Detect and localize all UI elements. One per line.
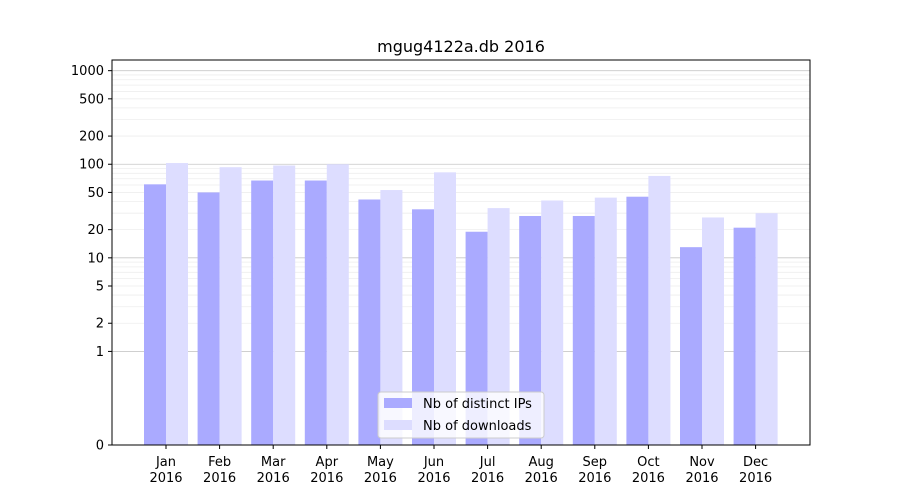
- legend-box: [377, 391, 545, 439]
- y-tick-label: 5: [96, 280, 104, 295]
- bar-downloads: [166, 163, 188, 445]
- bar-distinct-ips: [144, 184, 166, 445]
- bar-distinct-ips: [626, 196, 649, 445]
- bar-distinct-ips: [519, 215, 542, 445]
- y-tick-label: 50: [87, 186, 104, 201]
- bar-downloads: [380, 190, 403, 445]
- bar-downloads: [326, 164, 349, 445]
- y-tick-label: 500: [79, 92, 104, 107]
- bar-distinct-ips: [197, 192, 220, 445]
- x-tick-label: Apr 2016: [310, 455, 343, 486]
- y-axis: 0 1 2 5 10 20 50 100 200 500 1000: [71, 64, 112, 454]
- bars: [144, 163, 778, 446]
- chart-title: mgug4122a.db 2016: [377, 37, 545, 56]
- x-tick-label: Sep 2016: [578, 455, 611, 486]
- bar-downloads: [273, 165, 296, 446]
- legend-swatch-distinct-ips: [384, 398, 412, 408]
- y-tick-label: 100: [79, 158, 104, 173]
- plot-area-frame: [111, 59, 811, 446]
- bar-distinct-ips: [412, 209, 434, 445]
- legend-swatch-downloads: [384, 420, 412, 430]
- x-tick-label: Jul 2016: [471, 455, 504, 486]
- y-tick-label: 1000: [71, 64, 104, 79]
- bar-distinct-ips: [304, 180, 327, 446]
- x-tick-label: Mar 2016: [257, 455, 290, 486]
- x-tick-label: Nov 2016: [685, 455, 718, 486]
- bar-downloads: [648, 175, 671, 445]
- bar-distinct-ips: [572, 215, 595, 445]
- bar-downloads: [487, 208, 510, 445]
- bar-distinct-ips: [251, 180, 274, 446]
- bar-distinct-ips: [358, 199, 381, 445]
- y-tick-label: 1: [96, 345, 104, 360]
- x-tick-label: Feb 2016: [203, 455, 236, 486]
- legend-label-distinct-ips: Nb of distinct IPs: [423, 397, 532, 412]
- bar-downloads: [702, 217, 724, 445]
- y-tick-label: 0: [96, 439, 104, 454]
- bar-downloads: [541, 200, 564, 445]
- x-tick-label: Aug 2016: [525, 455, 558, 486]
- bar-downloads: [594, 197, 617, 445]
- y-tick-label: 200: [79, 130, 104, 145]
- x-axis: Jan 2016 Feb 2016 Mar 2016 Apr 2016 May 2016 Jun 20…: [149, 445, 772, 486]
- bar-distinct-ips: [680, 247, 702, 445]
- y-tick-label: 10: [87, 251, 104, 266]
- legend: Nb of distinct IPs Nb of downloads: [377, 391, 545, 439]
- bar-downloads: [219, 167, 242, 446]
- x-tick-label: Jan 2016: [149, 455, 182, 486]
- y-tick-label: 2: [96, 317, 104, 332]
- x-tick-label: Oct 2016: [632, 455, 665, 486]
- bar-distinct-ips: [733, 227, 756, 445]
- bar-downloads: [434, 172, 456, 446]
- y-tick-label: 20: [87, 223, 104, 238]
- x-tick-label: Dec 2016: [739, 455, 772, 486]
- x-tick-label: May 2016: [364, 455, 397, 486]
- legend-label-downloads: Nb of downloads: [423, 419, 532, 434]
- bar-downloads: [755, 213, 778, 445]
- x-tick-label: Jun 2016: [417, 455, 450, 486]
